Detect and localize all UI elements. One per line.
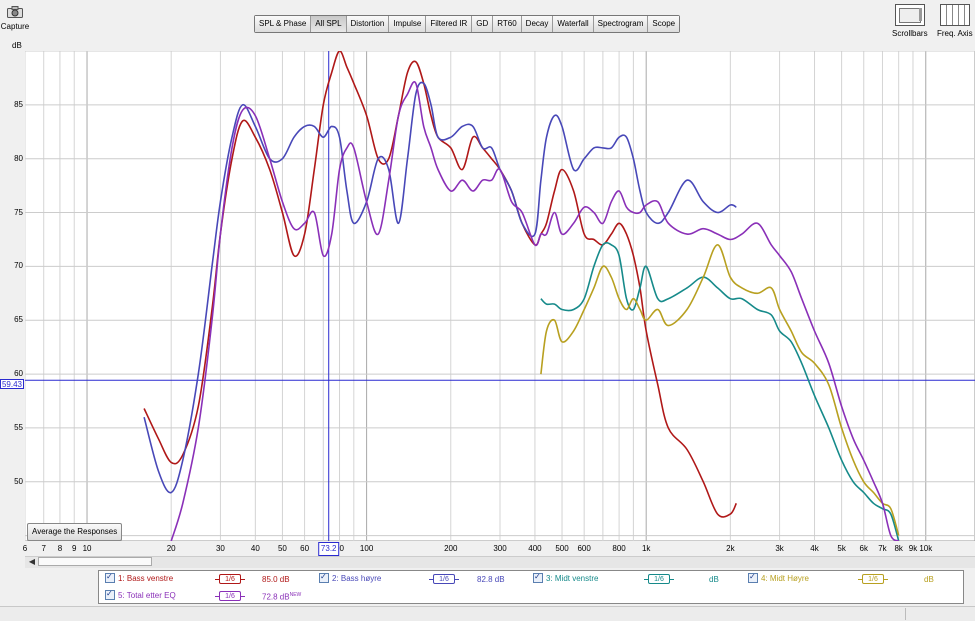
- tab-decay[interactable]: Decay: [521, 16, 554, 32]
- tab-gd[interactable]: GD: [472, 16, 494, 32]
- checkbox-icon[interactable]: [105, 588, 115, 600]
- capture-button[interactable]: Capture: [0, 4, 30, 36]
- x-tick-label: 200: [444, 544, 458, 553]
- scrollbars-label: Scrollbars: [892, 29, 928, 38]
- y-tick-label: 50: [14, 476, 23, 486]
- x-tick-label: 8k: [894, 544, 903, 553]
- x-tick-label: 7k: [878, 544, 887, 553]
- freq-axis-label: Freq. Axis: [937, 29, 973, 38]
- tab-spectrogram[interactable]: Spectrogram: [593, 16, 649, 32]
- x-tick-label: 10k: [919, 544, 933, 553]
- checkbox-icon[interactable]: [748, 571, 758, 583]
- legend-db-value: dB: [924, 575, 934, 584]
- scrollbars-icon: [894, 4, 925, 26]
- x-tick-label: 10: [82, 544, 92, 553]
- average-responses-button[interactable]: Average the Responses: [27, 523, 123, 541]
- x-tick-label: 40: [250, 544, 260, 553]
- horizontal-scrollbar[interactable]: [25, 556, 975, 568]
- legend-label: 5: Total etter EQ: [118, 591, 176, 600]
- capture-label: Capture: [0, 22, 30, 31]
- camera-icon: [7, 6, 23, 18]
- spl-plot[interactable]: [25, 51, 975, 541]
- y-tick-label: 70: [14, 261, 23, 271]
- x-tick-label: 600: [577, 544, 591, 553]
- tab-spl-phase[interactable]: SPL & Phase: [255, 16, 312, 32]
- y-tick-label: 60: [14, 369, 23, 379]
- x-tick-label: 8: [57, 544, 63, 553]
- x-tick-label: 500: [555, 544, 569, 553]
- x-tick-label: 9k: [908, 544, 918, 553]
- checkbox-icon[interactable]: [319, 571, 329, 583]
- x-tick-label: 7: [41, 544, 46, 553]
- scrollbars-button[interactable]: Scrollbars: [892, 4, 928, 38]
- x-tick-label: 400: [528, 544, 542, 553]
- legend-db-value: 82.8 dB: [477, 575, 505, 584]
- legend-panel: 1: Bass venstre 1/6 85.0 dB 2: Bass høyr…: [98, 570, 964, 604]
- y-tick-label: 80: [14, 153, 23, 163]
- legend-item-5[interactable]: 5: Total etter EQ: [105, 588, 176, 602]
- tab-all-spl[interactable]: All SPL: [311, 16, 347, 32]
- cursor-y-readout: 59.43: [0, 379, 24, 389]
- checkbox-icon[interactable]: [105, 571, 115, 583]
- legend-label: 3: Midt venstre: [546, 574, 599, 583]
- checkbox-icon[interactable]: [533, 571, 543, 583]
- legend-db-number: 72.8 dB: [262, 592, 290, 602]
- legend-item-3[interactable]: 3: Midt venstre: [533, 571, 599, 585]
- x-tick-label: 1k: [641, 544, 651, 553]
- tab-scope[interactable]: Scope: [648, 16, 680, 32]
- legend-item-1[interactable]: 1: Bass venstre: [105, 571, 174, 585]
- y-tick-label: 85: [14, 99, 23, 109]
- new-badge: NEW: [289, 592, 302, 598]
- legend-label: 4: Midt Høyre: [761, 574, 810, 583]
- legend-item-4[interactable]: 4: Midt Høyre: [748, 571, 810, 585]
- freq-axis-icon: [939, 4, 970, 26]
- x-tick-label: 60: [300, 544, 310, 553]
- y-tick-label: 55: [14, 422, 23, 432]
- series-line-5[interactable]: [170, 81, 900, 541]
- x-tick-label: 800: [612, 544, 626, 553]
- status-bar: [0, 606, 975, 621]
- x-tick-label: 2k: [726, 544, 735, 553]
- tab-distortion[interactable]: Distortion: [346, 16, 390, 32]
- series-line-1[interactable]: [143, 51, 738, 518]
- tab-impulse[interactable]: Impulse: [389, 16, 427, 32]
- tab-filtered-ir[interactable]: Filtered IR: [426, 16, 473, 32]
- x-tick-label: 30: [215, 544, 225, 553]
- series-line-2[interactable]: [143, 81, 737, 494]
- status-divider: [905, 608, 906, 620]
- y-axis-unit: dB: [12, 41, 22, 50]
- cursor-x-readout: 73.2: [317, 542, 340, 556]
- smoothing-button[interactable]: 1/6: [429, 574, 459, 584]
- smoothing-button[interactable]: 1/6: [215, 574, 245, 584]
- x-tick-label: 100: [359, 544, 374, 553]
- x-tick-label: 300: [493, 544, 507, 553]
- view-tabs: SPL & Phase All SPL Distortion Impulse Filte…: [254, 15, 681, 33]
- legend-item-2[interactable]: 2: Bass høyre: [319, 571, 382, 585]
- series-line-4[interactable]: [540, 243, 900, 536]
- x-tick-label: 3k: [775, 544, 784, 553]
- x-tick-label: 5k: [837, 544, 846, 553]
- scroll-left-icon[interactable]: ◀: [28, 557, 36, 566]
- x-tick-label: 50: [277, 544, 287, 553]
- x-tick-label: 20: [166, 544, 176, 553]
- tab-waterfall[interactable]: Waterfall: [553, 16, 594, 32]
- y-tick-label: 75: [14, 207, 23, 217]
- legend-label: 1: Bass venstre: [118, 574, 174, 583]
- smoothing-button[interactable]: 1/6: [644, 574, 674, 584]
- legend-db-value: dB: [709, 575, 719, 584]
- scroll-thumb[interactable]: [38, 557, 152, 566]
- y-tick-label: 65: [14, 315, 23, 325]
- smoothing-button[interactable]: 1/6: [215, 591, 245, 601]
- x-tick-label: 6k: [859, 544, 868, 553]
- x-tick-label: 6: [22, 544, 28, 553]
- legend-db-value: 72.8 dBNEW: [262, 592, 301, 602]
- legend-label: 2: Bass høyre: [332, 574, 382, 583]
- x-tick-label: 4k: [810, 544, 819, 553]
- x-tick-label: 9: [71, 544, 77, 553]
- smoothing-button[interactable]: 1/6: [858, 574, 888, 584]
- tab-rt60[interactable]: RT60: [493, 16, 522, 32]
- legend-db-value: 85.0 dB: [262, 575, 290, 584]
- freq-axis-button[interactable]: Freq. Axis: [937, 4, 973, 38]
